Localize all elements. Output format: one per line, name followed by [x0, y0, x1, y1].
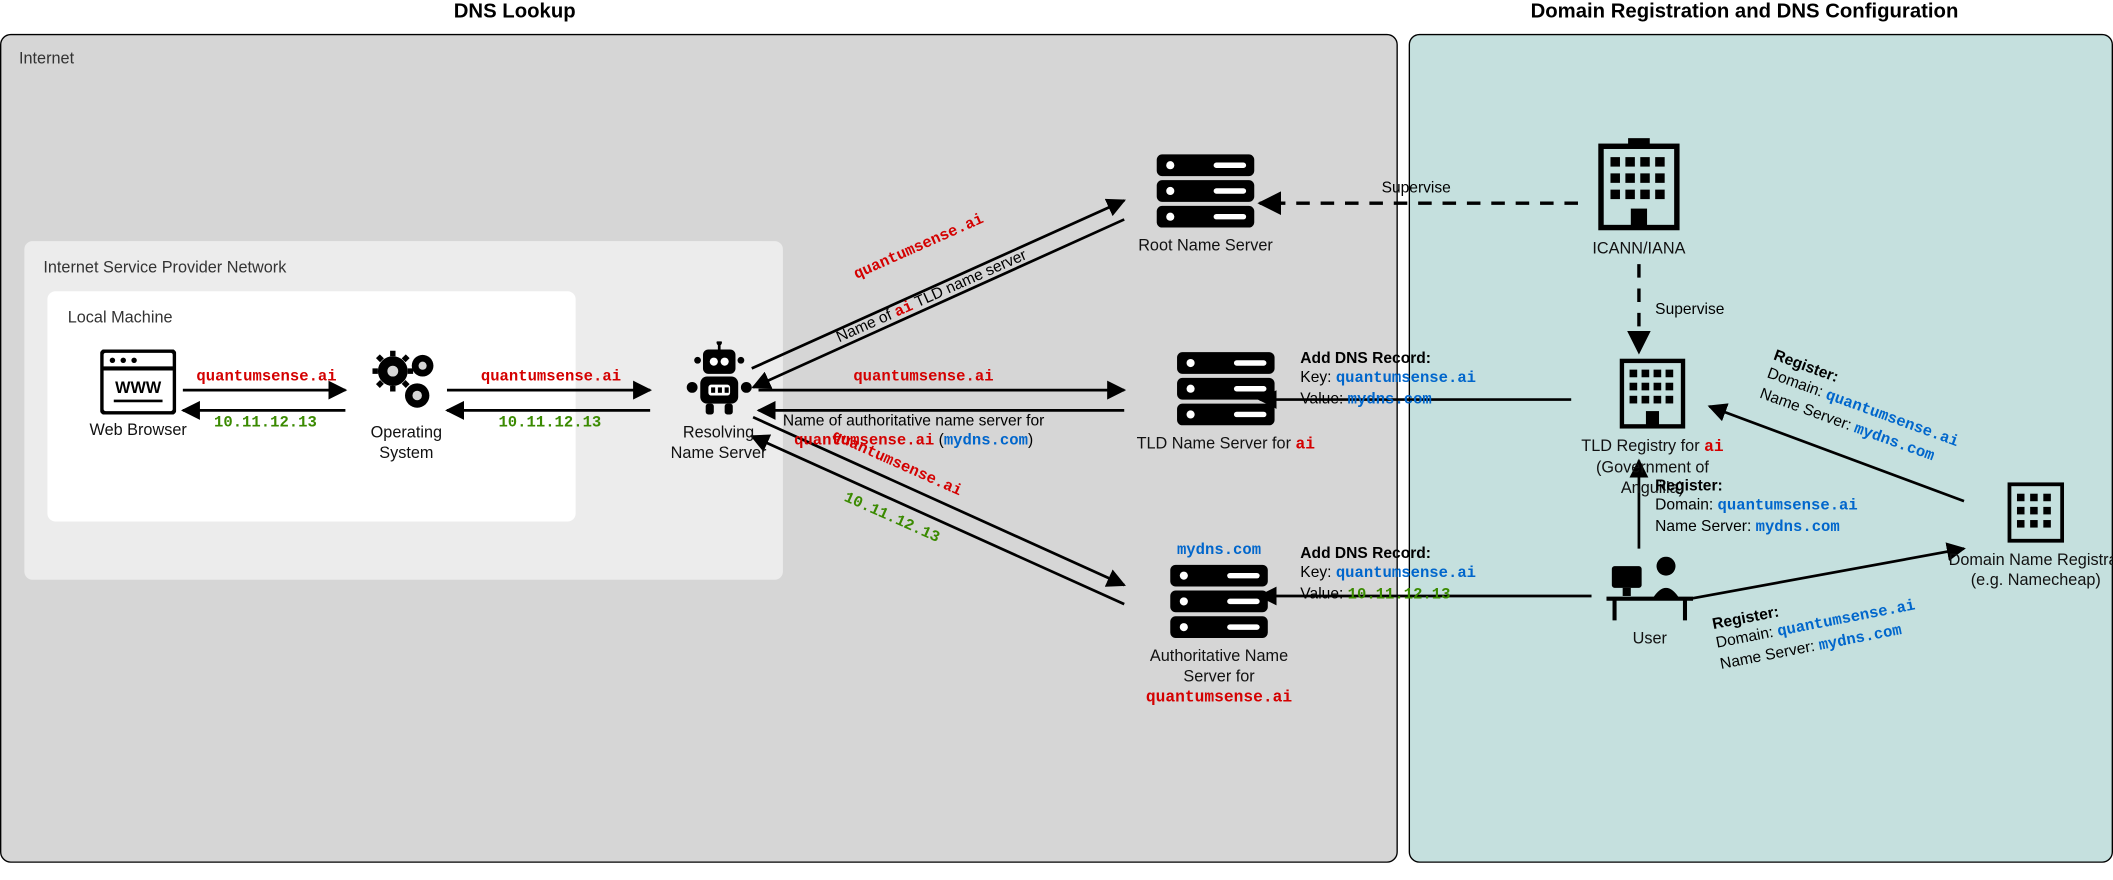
resolver-label: ResolvingName Server	[661, 423, 776, 464]
server-icon	[1174, 349, 1277, 428]
browser-icon: WWW	[100, 349, 176, 414]
node-root-ns: Root Name Server	[1124, 152, 1287, 256]
building-icon	[1613, 352, 1692, 431]
lbl-add-record-auth: Add DNS Record:Key: quantumsense.aiValue…	[1300, 545, 1476, 606]
auth-ns-hostname: mydns.com	[1111, 542, 1328, 560]
lbl-browser-os-resp: 10.11.12.13	[214, 414, 317, 433]
node-user: User	[1596, 553, 1704, 649]
user-label: User	[1596, 628, 1704, 648]
edges-layer: root (dashed) --> TLD registry (dashed v…	[0, 0, 2113, 880]
building-icon	[1590, 135, 1688, 233]
node-resolver: ResolvingName Server	[661, 341, 776, 463]
browser-label: Web Browser	[84, 420, 192, 440]
lbl-res-tld-req: quantumsense.ai	[853, 368, 993, 387]
node-icann: ICANN/IANA	[1578, 135, 1700, 258]
robot-icon	[681, 341, 757, 417]
user-desk-icon	[1606, 553, 1693, 623]
registrar-label: Domain Name Registrar(e.g. Namecheap)	[1948, 550, 2113, 591]
auth-label: Authoritative NameServer forquantumsense…	[1111, 646, 1328, 708]
lbl-browser-os-req: quantumsense.ai	[196, 368, 336, 387]
lbl-supervise-tldreg: Supervise	[1655, 301, 1724, 320]
os-label: Operating System	[345, 423, 467, 464]
icann-label: ICANN/IANA	[1578, 238, 1700, 258]
gears-icon	[366, 347, 447, 417]
svg-text:WWW: WWW	[115, 379, 162, 397]
tldns-label: TLD Name Server for ai	[1124, 433, 1327, 455]
node-os: Operating System	[345, 347, 467, 463]
lbl-res-tld-resp: Name of authoritative name server forqua…	[783, 412, 1044, 452]
node-registrar: Domain Name Registrar(e.g. Namecheap)	[1948, 477, 2113, 591]
node-auth-ns: mydns.com Authoritative NameServer forqu…	[1111, 542, 1328, 709]
lbl-add-record-tld: Add DNS Record:Key: quantumsense.aiValue…	[1300, 349, 1476, 410]
lbl-os-res-req: quantumsense.ai	[481, 368, 621, 387]
lbl-register-tldreg: Register:Domain: quantumsense.aiName Ser…	[1655, 477, 1858, 538]
building-icon	[2002, 477, 2070, 545]
server-icon	[1154, 152, 1257, 231]
root-label: Root Name Server	[1124, 236, 1287, 256]
node-web-browser: WWW Web Browser	[84, 349, 192, 440]
node-tld-ns: TLD Name Server for ai	[1124, 349, 1327, 455]
lbl-os-res-resp: 10.11.12.13	[498, 414, 601, 433]
server-icon	[1168, 562, 1271, 641]
lbl-supervise-root: Supervise	[1382, 179, 1451, 198]
